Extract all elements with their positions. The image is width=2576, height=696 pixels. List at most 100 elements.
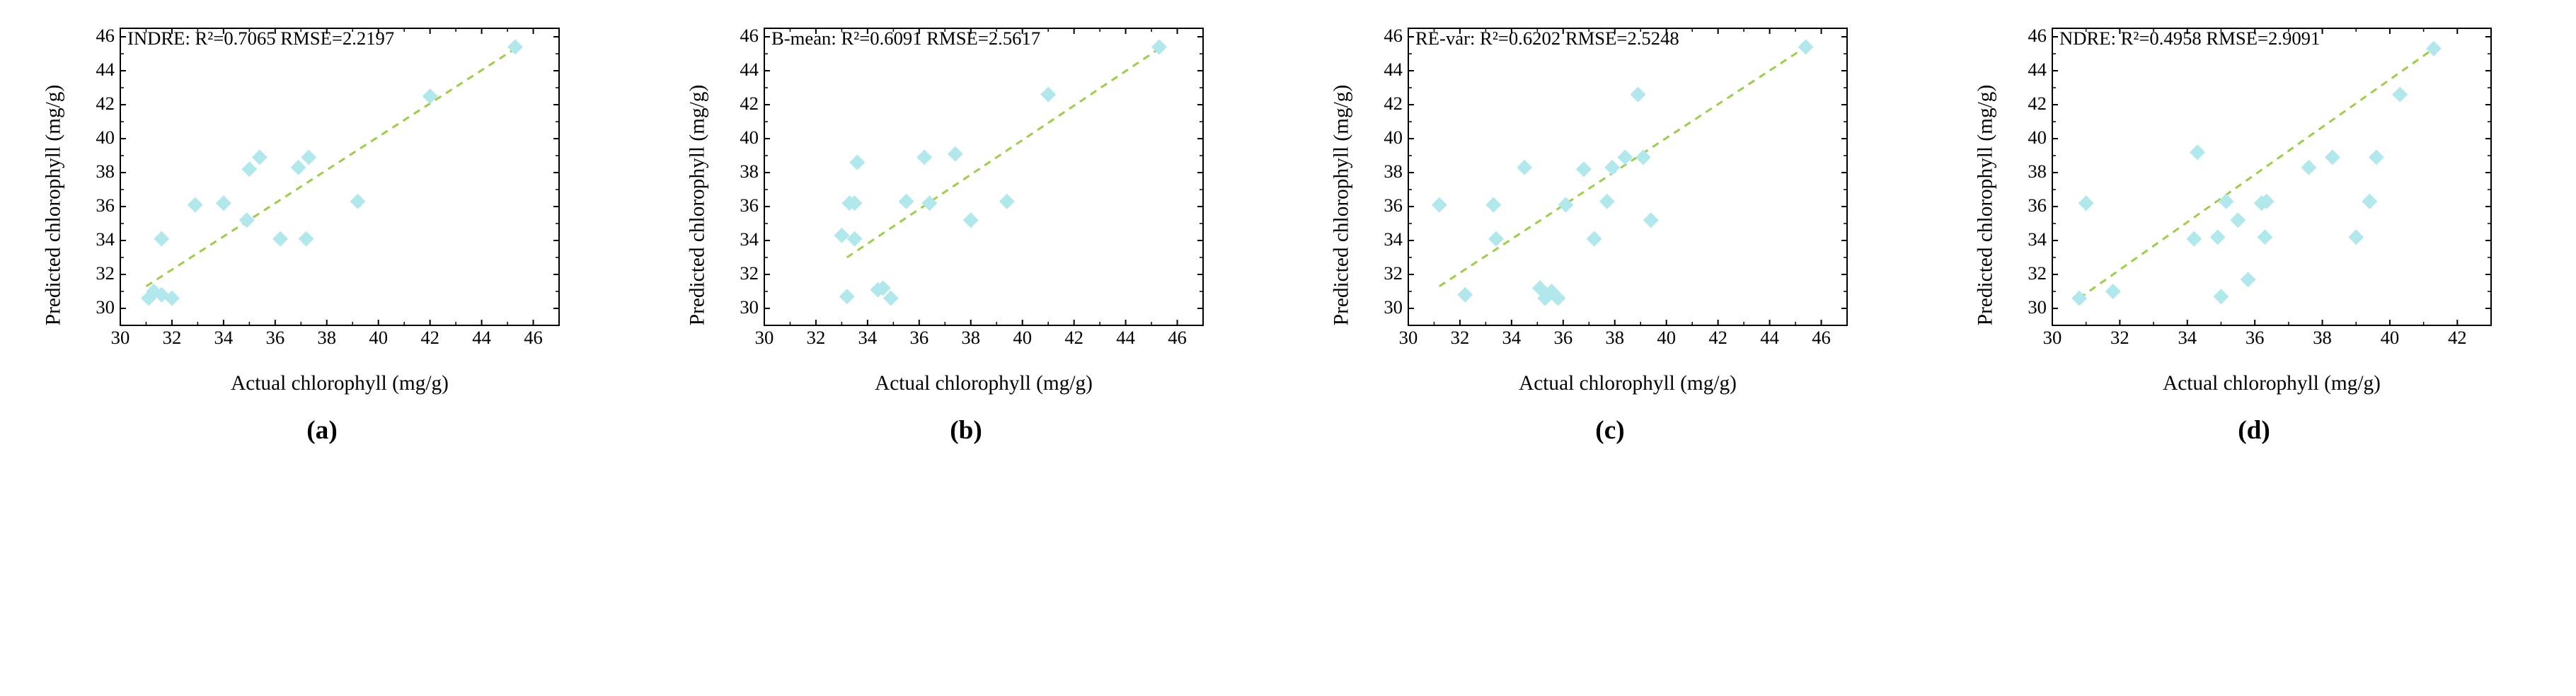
data-point (1517, 160, 1532, 175)
y-tick-label: 46 (740, 25, 759, 46)
data-point (1604, 160, 1620, 175)
data-point (1635, 149, 1651, 165)
y-tick-label: 30 (96, 296, 115, 318)
x-tick-label: 32 (1451, 327, 1470, 348)
data-point (2325, 149, 2340, 165)
data-point (2078, 195, 2094, 211)
data-point (834, 228, 849, 243)
x-tick-label: 44 (1760, 327, 1779, 348)
plot-wrap: Predicted chlorophyll (mg/g)303234363840… (715, 14, 1217, 395)
y-tick-label: 46 (1384, 25, 1403, 46)
plot-wrap: Predicted chlorophyll (mg/g)303234363840… (1359, 14, 1861, 395)
x-tick-label: 42 (1708, 327, 1727, 348)
data-point (2071, 291, 2087, 306)
data-point (422, 88, 438, 104)
y-tick-label: 44 (96, 59, 115, 80)
x-axis-label: Actual chlorophyll (mg/g) (120, 372, 559, 395)
x-tick-label: 30 (1399, 327, 1418, 348)
data-point (299, 231, 314, 247)
fit-line (2079, 49, 2434, 298)
panel-annotation: INDRE: R²=0.7065 RMSE=2.2197 (127, 28, 394, 49)
y-tick-label: 44 (1384, 59, 1403, 80)
data-point (2362, 194, 2377, 209)
y-tick-label: 44 (2028, 59, 2047, 80)
panel-sublabel: (d) (2238, 415, 2270, 446)
x-tick-label: 34 (1502, 327, 1522, 348)
data-point (272, 231, 288, 247)
y-tick-label: 36 (740, 195, 759, 216)
y-tick-label: 34 (740, 228, 759, 250)
plot-wrap: Predicted chlorophyll (mg/g)303234363840… (2003, 14, 2505, 395)
data-point (839, 289, 855, 304)
y-tick-label: 42 (96, 93, 115, 114)
panel-sublabel: (a) (306, 415, 338, 446)
x-tick-label: 40 (369, 327, 388, 348)
scatter-panel-a: Predicted chlorophyll (mg/g)303234363840… (71, 14, 573, 446)
data-point (2392, 87, 2408, 103)
y-tick-label: 30 (2028, 296, 2047, 318)
y-axis-label: Predicted chlorophyll (mg/g) (42, 84, 66, 325)
y-tick-label: 32 (1384, 262, 1403, 284)
x-tick-label: 46 (1812, 327, 1831, 348)
y-tick-label: 32 (2028, 262, 2047, 284)
data-point (2190, 144, 2205, 160)
x-tick-label: 40 (1013, 327, 1032, 348)
data-point (154, 231, 169, 247)
data-point (2257, 229, 2272, 245)
plot-wrap: Predicted chlorophyll (mg/g)303234363840… (71, 14, 573, 395)
y-tick-label: 40 (740, 127, 759, 148)
scatter-plot: 303234363840424446303234363840424446B-me… (715, 14, 1217, 368)
data-point (948, 146, 963, 162)
panel-sublabel: (b) (950, 415, 982, 446)
y-tick-label: 40 (96, 127, 115, 148)
x-tick-label: 38 (317, 327, 336, 348)
data-point (2369, 149, 2384, 165)
data-point (2301, 160, 2316, 175)
data-point (2186, 231, 2202, 247)
data-point (1432, 197, 1447, 213)
data-point (847, 231, 863, 247)
data-point (1798, 39, 1814, 54)
x-tick-label: 42 (2448, 327, 2467, 348)
x-tick-label: 32 (2110, 327, 2129, 348)
data-point (1631, 87, 1646, 103)
data-point (350, 194, 366, 209)
y-tick-label: 32 (96, 262, 115, 284)
data-point (849, 155, 865, 170)
figure-row: Predicted chlorophyll (mg/g) 30 32 34 36 38 40… (7, 14, 2569, 446)
data-point (899, 194, 914, 209)
data-point (1457, 287, 1473, 303)
x-tick-label: 46 (524, 327, 543, 348)
data-point (239, 212, 255, 228)
x-tick-label: 38 (2313, 327, 2332, 348)
data-point (1599, 194, 1615, 209)
panel-annotation: B-mean: R²=0.6091 RMSE=2.5617 (771, 28, 1040, 49)
data-point (1576, 161, 1592, 177)
data-point (241, 161, 257, 177)
x-tick-label: 42 (420, 327, 439, 348)
x-tick-label: 30 (2043, 327, 2062, 348)
fit-line (847, 49, 1159, 257)
data-point (507, 39, 523, 54)
data-point (2210, 229, 2226, 245)
panel-sublabel: (c) (1595, 415, 1624, 446)
x-tick-label: 32 (163, 327, 182, 348)
data-point (1151, 39, 1167, 54)
y-tick-label: 36 (1384, 195, 1403, 216)
x-axis-label: Actual chlorophyll (mg/g) (1408, 372, 1847, 395)
y-tick-label: 38 (96, 161, 115, 182)
x-tick-label: 36 (2246, 327, 2265, 348)
scatter-plot: 303234363840424446303234363840424446RE-v… (1359, 14, 1861, 368)
data-point (963, 212, 979, 228)
data-point (2241, 272, 2256, 287)
y-tick-label: 38 (1384, 161, 1403, 182)
data-point (1617, 149, 1633, 165)
x-tick-label: 42 (1064, 327, 1083, 348)
y-tick-label: 42 (2028, 93, 2047, 114)
y-tick-label: 46 (2028, 25, 2047, 46)
x-tick-label: 40 (1657, 327, 1676, 348)
y-axis-label: Predicted chlorophyll (mg/g) (1330, 84, 1354, 325)
y-tick-label: 36 (96, 195, 115, 216)
y-tick-label: 34 (2028, 228, 2047, 250)
data-point (188, 197, 203, 213)
